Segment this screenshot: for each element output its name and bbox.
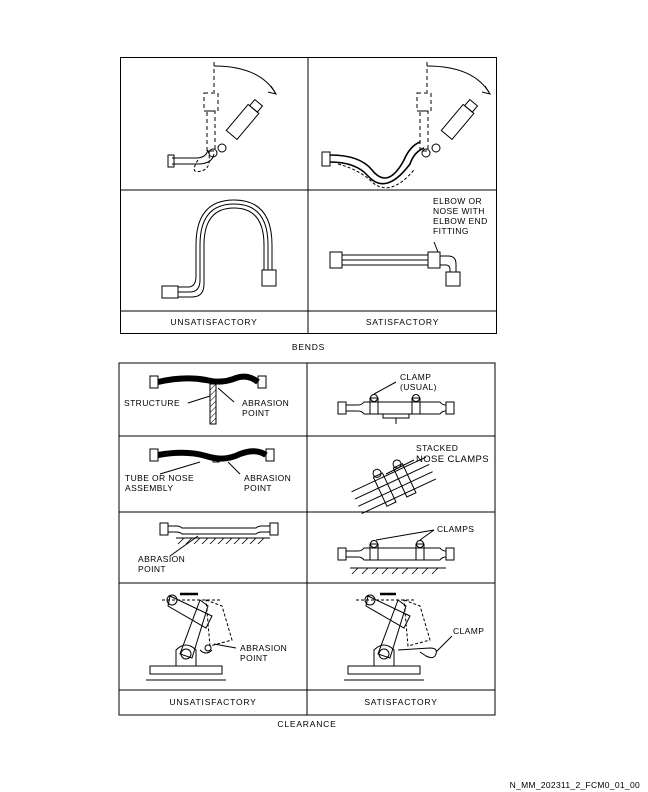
label-abrasion-point-row3: ABRASION POINT — [138, 554, 186, 574]
label-stacked: STACKED — [416, 443, 459, 453]
label-elbow-fitting: ELBOW OR NOSE WITH ELBOW END FITTING — [433, 196, 488, 236]
label-structure: STRUCTURE — [124, 398, 181, 408]
figure-id: N_MM_202311_2_FCM0_01_00 — [509, 780, 640, 790]
label-clamps: CLAMPS — [437, 524, 475, 534]
bends-unsat-u-bend — [161, 199, 277, 299]
clearance-sat-clamp-usual — [337, 381, 455, 424]
clearance-sat-clamps-surface — [337, 529, 455, 575]
bends-sat-moving-joint — [321, 62, 492, 189]
label-abrasion-point-row4: ABRASION POINT — [240, 643, 288, 663]
label-clamp: CLAMP — [453, 626, 485, 636]
bends-col-unsatisfactory: UNSATISFACTORY — [170, 317, 258, 327]
label-abrasion-point-row2: ABRASION POINT — [244, 473, 292, 493]
clearance-caption: CLEARANCE — [277, 719, 337, 729]
bends-col-satisfactory: SATISFACTORY — [365, 317, 440, 327]
bends-caption: BENDS — [291, 342, 326, 352]
clearance-col-unsatisfactory: UNSATISFACTORY — [169, 697, 257, 707]
label-abrasion-point-row1: ABRASION POINT — [242, 398, 290, 418]
label-tube-or-nose: TUBE OR NOSE ASSEMBLY — [125, 473, 195, 493]
clearance-unsat-tube-contact — [149, 448, 275, 475]
clearance-unsat-linkage — [146, 592, 237, 681]
label-clamp-usual: CLAMP (USUAL) — [400, 372, 437, 392]
clearance-sat-linkage — [344, 592, 453, 681]
bends-unsat-moving-joint — [167, 62, 278, 173]
clearance-sat-stacked-clamps — [351, 456, 437, 515]
clearance-unsat-structure-contact — [149, 373, 267, 425]
clearance-unsat-surface-contact — [159, 522, 279, 557]
label-nose-clamps: NOSE CLAMPS — [416, 454, 490, 465]
bends-sat-elbow-fitting — [329, 241, 461, 287]
clearance-col-satisfactory: SATISFACTORY — [364, 697, 438, 707]
